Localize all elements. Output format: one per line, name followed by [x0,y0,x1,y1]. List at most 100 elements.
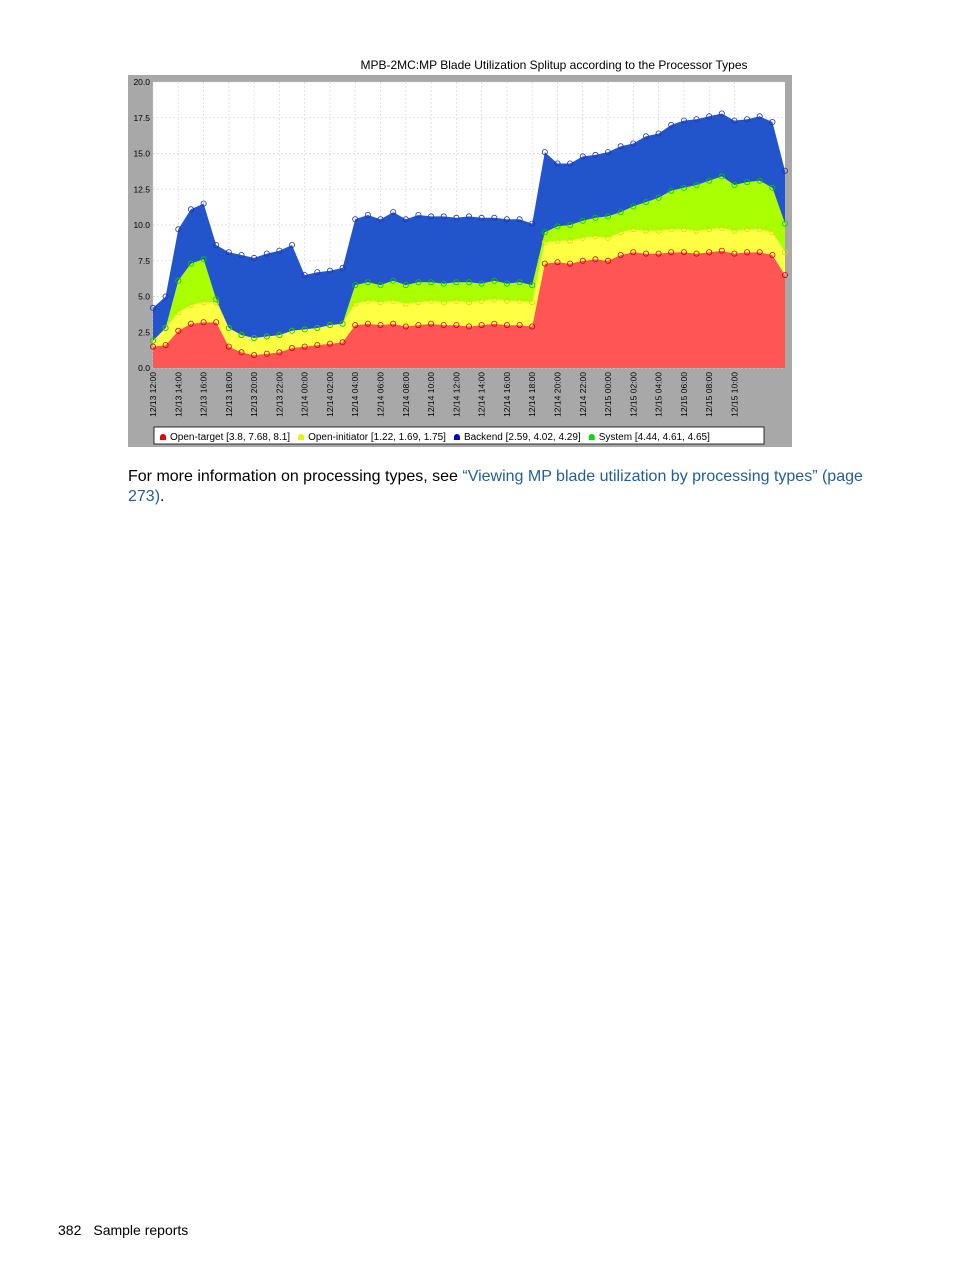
data-point [251,352,258,359]
data-point [377,299,384,306]
x-tick-label: 12/14 22:00 [578,372,588,417]
x-tick-label: 12/14 08:00 [401,372,411,417]
x-tick-label: 12/13 18:00 [224,372,234,417]
data-point [643,199,650,206]
data-point [453,279,460,286]
data-point [668,226,675,233]
data-point [251,334,258,341]
data-point [402,216,409,223]
legend-label: Open-target [3.8, 7.68, 8.1] [170,432,290,443]
y-tick-label: 0.0 [138,363,150,373]
stacked-areas [153,113,785,368]
data-point [693,250,700,257]
data-point [769,251,776,258]
data-point [731,181,738,188]
data-point [162,342,169,349]
data-point [339,339,346,346]
data-point [149,337,156,344]
data-point [655,250,662,257]
data-point [428,279,435,286]
data-point [364,297,371,304]
data-point [415,322,422,329]
data-point [465,213,472,220]
x-tick-label: 12/14 16:00 [502,372,512,417]
x-tick-label: 12/14 14:00 [477,372,487,417]
utilization-chart: MPB-2MC:MP Blade Utilization Splitup acc… [128,52,792,447]
x-tick-label: 12/14 18:00 [527,372,537,417]
footer-section-title: Sample reports [93,1222,189,1238]
data-point [263,333,270,340]
data-point [567,221,574,228]
data-point [162,293,169,300]
data-point [744,226,751,233]
y-tick-label: 7.5 [138,256,150,266]
data-point [503,297,510,304]
x-tick-label: 12/14 12:00 [451,372,461,417]
data-point [149,304,156,311]
y-tick-label: 12.5 [133,184,150,194]
data-point [276,332,283,339]
chart-svg: MPB-2MC:MP Blade Utilization Splitup acc… [128,52,792,447]
data-point [200,299,207,306]
data-point [680,117,687,124]
data-point [769,229,776,236]
data-point [541,239,548,246]
data-point [402,323,409,330]
area-open-target [153,250,785,368]
data-point [756,177,763,184]
data-point [478,322,485,329]
legend-items: Open-target [3.8, 7.68, 8.1] Open-initiat… [160,432,710,443]
data-point [554,160,561,167]
data-point [592,256,599,263]
area-backend [153,113,785,341]
page-footer: 382 Sample reports [58,1222,188,1238]
data-point [364,279,371,286]
data-point [680,226,687,233]
area-open-initiator [153,227,785,356]
data-point [276,247,283,254]
data-point [288,344,295,351]
data-point [187,260,194,267]
data-point [314,324,321,331]
data-point [630,249,637,256]
x-tick-label: 12/13 22:00 [274,372,284,417]
x-tick-label: 12/15 10:00 [729,372,739,417]
data-point [175,309,182,316]
data-point [402,300,409,307]
legend-label: Open-initiator [1.22, 1.69, 1.75] [308,432,446,443]
data-point [491,277,498,284]
data-point [390,277,397,284]
data-point [680,184,687,191]
data-point [187,320,194,327]
data-point [718,247,725,254]
x-tick-label: 12/14 00:00 [300,372,310,417]
paragraph-text: For more information on processing types… [128,468,463,485]
data-point [200,256,207,263]
data-point [668,249,675,256]
data-point [288,327,295,334]
data-point [516,322,523,329]
data-point [187,302,194,309]
data-point [529,282,536,289]
x-tick-label: 12/14 06:00 [376,372,386,417]
data-point [263,250,270,257]
data-point [238,349,245,356]
page-reference-link[interactable]: “Viewing MP blade utilization by process… [128,468,863,505]
data-point [276,349,283,356]
data-point [592,214,599,221]
legend-swatch [298,434,305,440]
y-tick-label: 15.0 [133,149,150,159]
data-point [187,206,194,213]
data-point [352,300,359,307]
data-point [428,320,435,327]
data-point [213,299,220,306]
data-point [617,251,624,258]
data-point [175,327,182,334]
data-point [326,340,333,347]
data-point [516,297,523,304]
body-paragraph: For more information on processing types… [128,467,878,507]
data-point [251,254,258,261]
y-tick-label: 10.0 [133,220,150,230]
data-point [516,216,523,223]
data-point [225,249,232,256]
